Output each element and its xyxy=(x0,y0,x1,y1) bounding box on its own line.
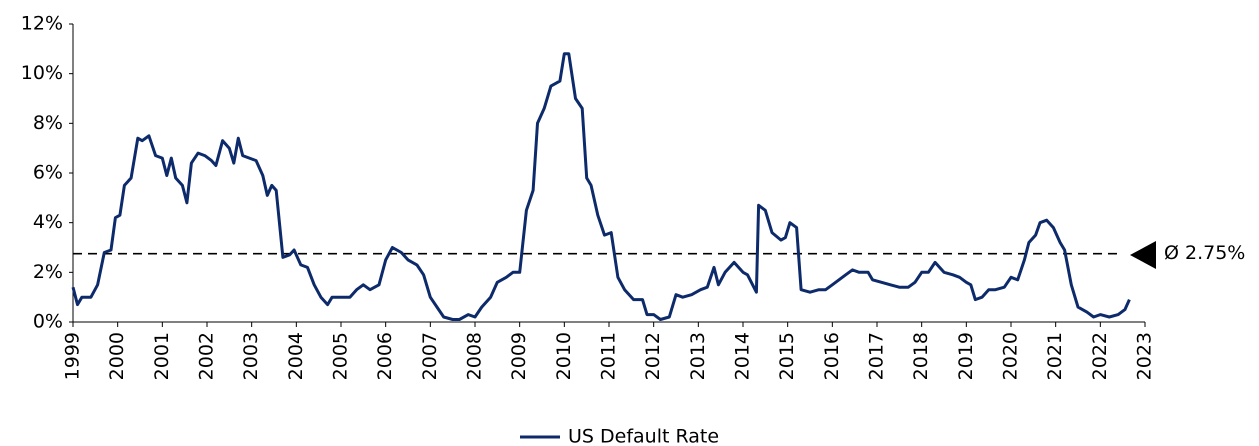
x-tick-label: 2005 xyxy=(330,332,352,380)
x-tick-label: 2022 xyxy=(1089,332,1111,380)
x-tick-label: 2009 xyxy=(508,332,530,380)
x-tick-label: 2004 xyxy=(285,332,307,380)
y-tick-label: 12% xyxy=(21,13,63,35)
y-tick-label: 4% xyxy=(33,211,63,233)
average-label: Ø 2.75% xyxy=(1164,242,1245,264)
x-tick-label: 2006 xyxy=(374,332,396,380)
y-tick-label: 2% xyxy=(33,261,63,283)
x-tick-label: 2014 xyxy=(732,332,754,380)
x-tick-label: 2002 xyxy=(196,332,218,380)
average-marker xyxy=(1130,241,1156,269)
legend-label: US Default Rate xyxy=(568,426,719,446)
x-tick-label: 2013 xyxy=(687,332,709,380)
x-tick-label: 2017 xyxy=(866,332,888,380)
y-tick-label: 10% xyxy=(21,62,63,84)
x-tick-label: 2016 xyxy=(821,332,843,380)
x-tick-label: 2003 xyxy=(240,332,262,380)
x-tick-label: 2012 xyxy=(642,332,664,380)
data-line xyxy=(71,52,1131,321)
x-tick-label: 2023 xyxy=(1134,332,1156,380)
x-tick-label: 2021 xyxy=(1044,332,1066,380)
x-tick-label: 2010 xyxy=(553,332,575,380)
x-tick-label: 2008 xyxy=(464,332,486,380)
x-tick-label: 2019 xyxy=(955,332,977,380)
x-tick-label: 2020 xyxy=(1000,332,1022,380)
y-tick-label: 8% xyxy=(33,112,63,134)
x-tick-label: 2000 xyxy=(106,332,128,380)
y-tick-label: 0% xyxy=(33,311,63,333)
x-tick-label: 2001 xyxy=(151,332,173,380)
y-tick-label: 6% xyxy=(33,162,63,184)
x-tick-label: 2018 xyxy=(910,332,932,380)
x-tick-label: 2015 xyxy=(776,332,798,380)
x-tick-label: 1999 xyxy=(62,332,84,380)
x-tick-label: 2011 xyxy=(598,332,620,380)
x-tick-label: 2007 xyxy=(419,332,441,380)
